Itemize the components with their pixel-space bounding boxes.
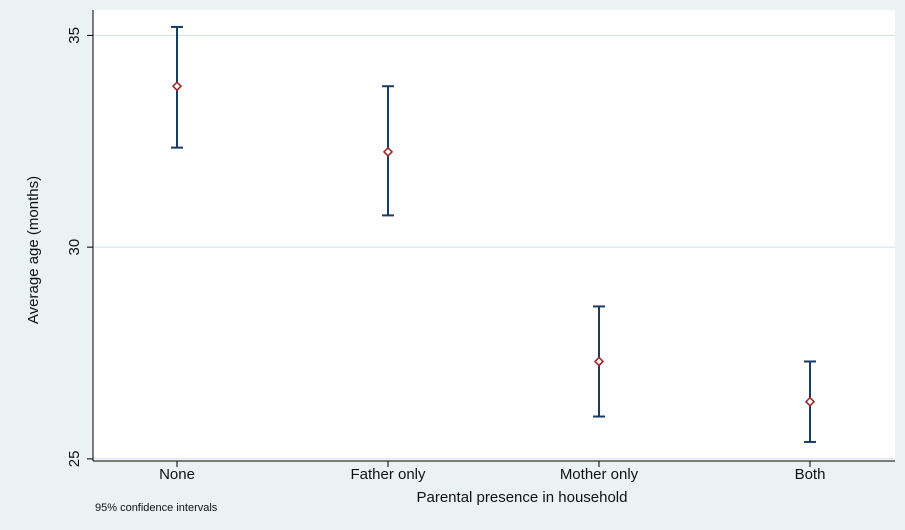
x-axis-title: Parental presence in household bbox=[417, 489, 628, 506]
x-tick-label-mother-only: Mother only bbox=[560, 466, 639, 483]
point-estimate-both bbox=[804, 396, 816, 407]
x-tick-label-none: None bbox=[159, 466, 195, 483]
x-tick-label-father-only: Father only bbox=[350, 466, 426, 483]
y-tick-label-35: 35 bbox=[66, 27, 83, 44]
plot-area bbox=[93, 10, 895, 461]
x-axis-ticks: None Father only Mother only Both bbox=[159, 461, 825, 483]
x-tick-label-both: Both bbox=[795, 466, 826, 483]
gridlines bbox=[93, 34, 895, 460]
y-axis-ticks: 25 30 35 bbox=[66, 27, 93, 467]
chart-note: 95% confidence intervals bbox=[95, 502, 218, 514]
point-estimate-father-only bbox=[382, 146, 394, 157]
point-estimate-none bbox=[171, 81, 183, 92]
y-axis-title: Average age (months) bbox=[25, 176, 42, 324]
point-estimate-mother-only bbox=[593, 356, 605, 367]
point-estimates bbox=[171, 81, 816, 407]
y-tick-label-30: 30 bbox=[66, 239, 83, 256]
y-tick-label-25: 25 bbox=[66, 451, 83, 468]
